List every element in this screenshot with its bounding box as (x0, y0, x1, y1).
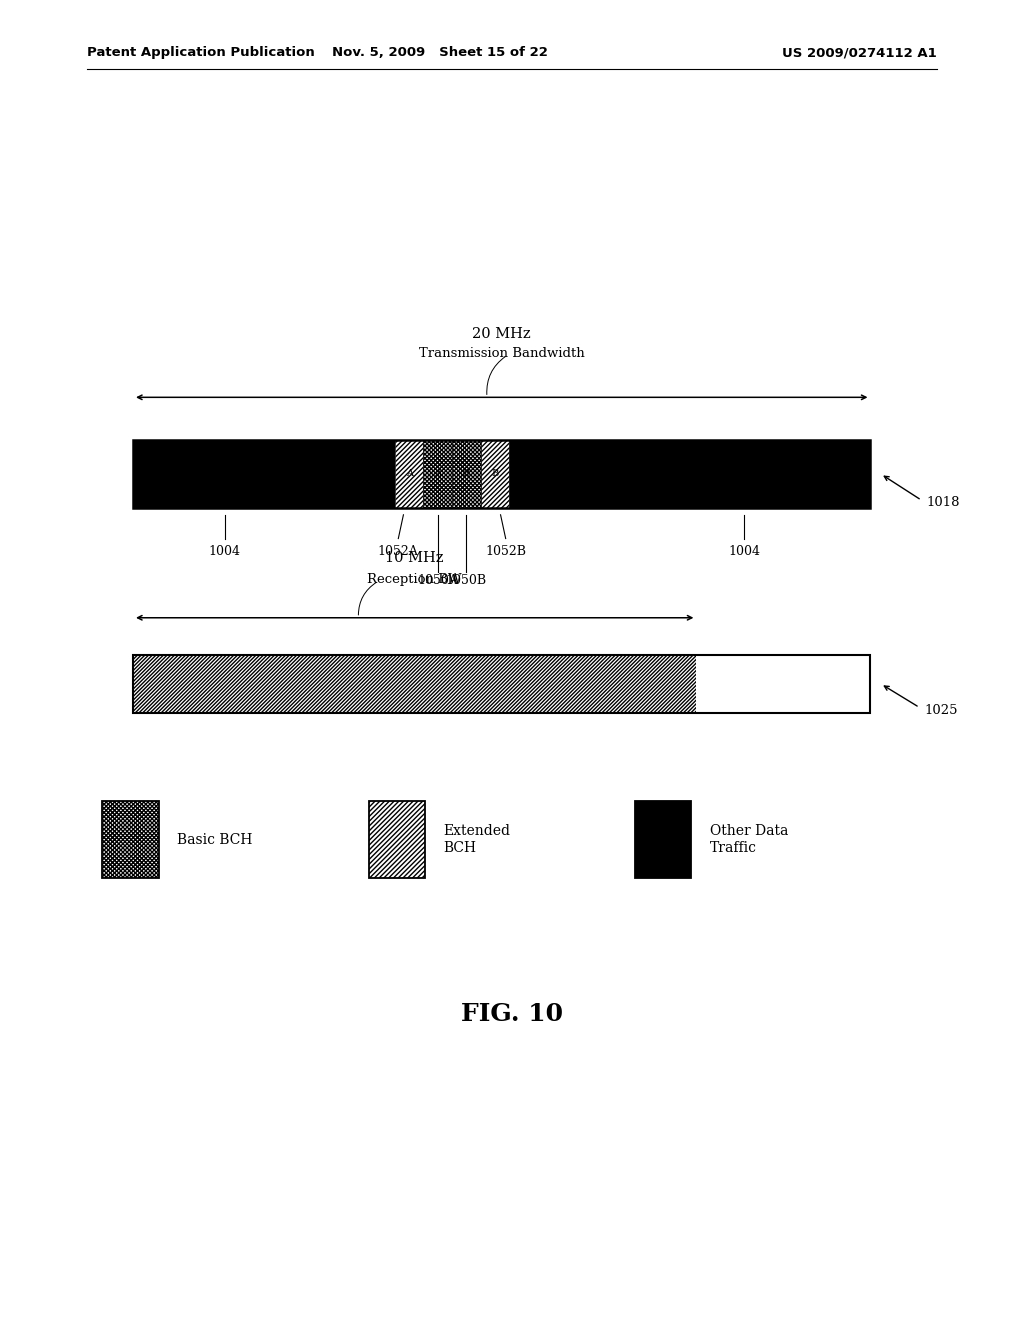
Bar (696, 655, 870, 713)
Text: Basic BCH: Basic BCH (177, 833, 253, 846)
Bar (452, 440, 480, 508)
Text: 1004: 1004 (728, 545, 760, 558)
Bar (395, 440, 424, 508)
Text: FIG. 10: FIG. 10 (461, 1002, 563, 1026)
Bar (369, 801, 425, 878)
Bar (102, 801, 159, 878)
Text: Reception BW: Reception BW (368, 573, 462, 586)
Text: 1050B: 1050B (445, 574, 486, 587)
Bar (635, 801, 691, 878)
Text: 1052B: 1052B (485, 545, 526, 558)
Text: 20 MHz: 20 MHz (472, 326, 531, 341)
Text: Patent Application Publication: Patent Application Publication (87, 46, 314, 59)
Text: 1050A: 1050A (417, 574, 458, 587)
Text: Nov. 5, 2009   Sheet 15 of 22: Nov. 5, 2009 Sheet 15 of 22 (333, 46, 548, 59)
Bar (424, 440, 452, 508)
Text: Transmission Bandwidth: Transmission Bandwidth (419, 347, 585, 360)
Text: 10 MHz: 10 MHz (385, 550, 444, 565)
Text: 1004: 1004 (209, 545, 241, 558)
Bar (133, 440, 870, 508)
Text: Extended
BCH: Extended BCH (443, 824, 510, 855)
Bar (133, 655, 870, 713)
Text: B: B (492, 470, 499, 478)
Text: US 2009/0274112 A1: US 2009/0274112 A1 (782, 46, 937, 59)
Bar (133, 440, 395, 508)
Bar (480, 440, 509, 508)
Text: Other Data
Traffic: Other Data Traffic (710, 824, 788, 855)
Text: A: A (406, 470, 413, 478)
Text: A: A (434, 470, 441, 478)
Text: 1025: 1025 (925, 704, 958, 717)
Bar (133, 655, 696, 713)
Bar (509, 440, 870, 508)
Text: 1052A: 1052A (378, 545, 419, 558)
Text: B: B (463, 470, 470, 478)
Text: 1018: 1018 (927, 496, 961, 510)
